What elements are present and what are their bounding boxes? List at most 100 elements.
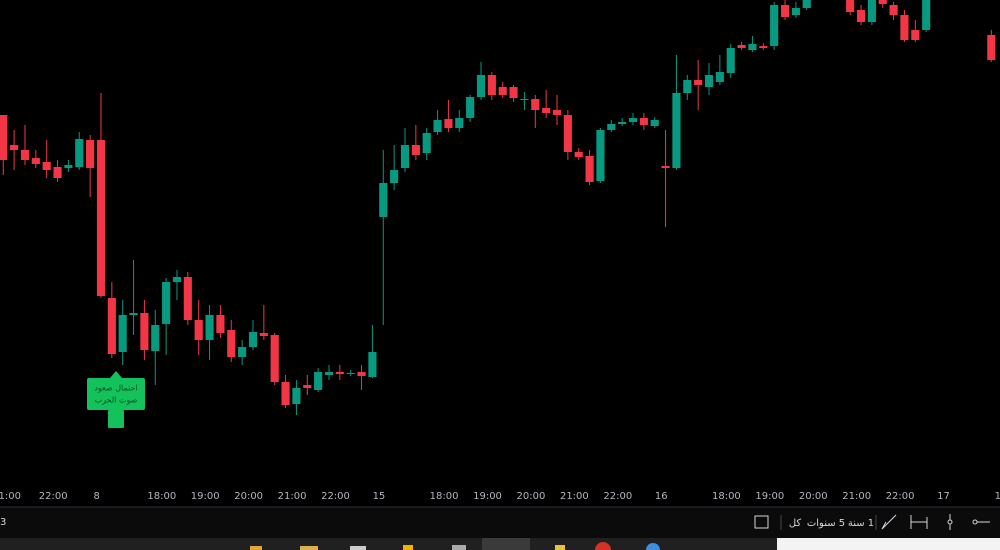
candle-body xyxy=(129,313,138,315)
candle-body xyxy=(314,372,323,390)
candle-body xyxy=(270,335,279,382)
candle-body xyxy=(0,115,8,160)
x-tick-label: 19:00 xyxy=(191,491,220,502)
taskbar-icon[interactable] xyxy=(250,546,262,550)
tool-icon[interactable] xyxy=(972,519,978,525)
candle-body xyxy=(639,118,648,125)
candle-body xyxy=(292,388,301,404)
taskbar-icon[interactable] xyxy=(646,543,660,550)
candle-body xyxy=(867,0,876,22)
candle-body xyxy=(889,5,898,15)
candle-body xyxy=(151,325,160,351)
candle-body xyxy=(248,332,258,347)
candle-body xyxy=(770,5,779,46)
x-tick-label: 18:00 xyxy=(430,491,459,502)
taskbar-icon[interactable] xyxy=(595,542,611,550)
candle-body xyxy=(791,8,800,15)
bottom-toolbar: 3 كل 5 سنوات 1 سنة xyxy=(0,506,1000,538)
x-tick-label: 20:00 xyxy=(517,491,546,502)
x-tick-label: 16 xyxy=(655,491,668,502)
candle-body xyxy=(802,0,811,8)
candle-body xyxy=(759,46,768,48)
tool-icon[interactable] xyxy=(881,514,897,530)
candle-body xyxy=(368,352,377,377)
tool-icon[interactable] xyxy=(947,519,953,525)
candle-body xyxy=(542,108,551,113)
candle-body xyxy=(259,333,268,336)
x-tick-label: 22:00 xyxy=(886,491,915,502)
candle-body xyxy=(303,385,312,388)
x-tick-label: 19:00 xyxy=(473,491,502,502)
candle-body xyxy=(205,315,214,340)
tool-icon[interactable] xyxy=(910,515,928,529)
candle-body xyxy=(281,382,290,405)
candle-body xyxy=(433,120,442,132)
candle-body xyxy=(563,115,572,152)
candle-body xyxy=(238,347,247,357)
candle-body xyxy=(118,315,127,352)
candle-body xyxy=(357,372,366,376)
taskbar-active[interactable] xyxy=(482,538,530,550)
x-tick-label: 21:00 xyxy=(278,491,307,502)
time-axis: 1:00 22:00 8 18:00 19:00 20:00 21:00 22:00 15 18:… xyxy=(0,491,1000,502)
candle-body xyxy=(715,72,724,82)
candle-body xyxy=(650,120,659,126)
candle-body xyxy=(140,313,149,350)
candle-body xyxy=(107,298,116,354)
candles xyxy=(0,0,996,415)
candle-body xyxy=(704,75,714,87)
candle-body xyxy=(96,140,106,296)
taskbar-icon[interactable] xyxy=(350,546,366,550)
candle-body xyxy=(42,162,51,170)
candle-body xyxy=(498,87,507,95)
candle-body xyxy=(183,277,192,320)
candle-body xyxy=(574,152,583,157)
candle-body xyxy=(607,124,616,130)
x-tick-label: 19:00 xyxy=(755,491,784,502)
candle-body xyxy=(618,122,627,124)
candle-body xyxy=(531,99,540,110)
candle-body xyxy=(737,45,746,48)
taskbar-icon[interactable] xyxy=(403,545,413,550)
candle-body xyxy=(400,145,410,168)
annotation-bubble xyxy=(87,378,145,410)
candle-body xyxy=(335,372,344,374)
candle-body xyxy=(10,145,19,150)
candle-body xyxy=(162,282,171,324)
candle-body xyxy=(411,145,420,155)
taskbar-icon[interactable] xyxy=(300,546,318,550)
range-button[interactable]: 1 سنة xyxy=(848,518,874,529)
candle-body xyxy=(64,165,73,168)
candle-body xyxy=(487,75,496,95)
date-range-icon[interactable] xyxy=(754,515,769,529)
taskbar-tray xyxy=(777,538,1000,550)
x-tick-label: 1:00 xyxy=(0,491,21,502)
candle-body xyxy=(628,118,638,122)
candle-body xyxy=(856,10,866,22)
candle-body xyxy=(694,80,703,85)
candle-body xyxy=(922,0,931,30)
range-button[interactable]: كل xyxy=(789,518,802,529)
candle-body xyxy=(585,156,594,182)
annotation-tag xyxy=(108,410,124,428)
taskbar-icon[interactable] xyxy=(452,545,466,550)
x-tick-label: 8 xyxy=(93,491,99,502)
candle-body xyxy=(846,0,855,12)
candle-body xyxy=(53,167,62,178)
toolbar-label: 3 xyxy=(0,517,6,528)
annotation-pointer xyxy=(110,371,122,378)
x-tick-label: 20:00 xyxy=(799,491,828,502)
taskbar-icon[interactable] xyxy=(555,545,565,550)
candle-body xyxy=(346,373,355,374)
candle-body xyxy=(227,330,236,357)
candle-body xyxy=(748,44,757,50)
candle-body xyxy=(596,130,605,181)
candle-body xyxy=(422,133,431,153)
candle-body xyxy=(672,93,681,168)
annotation: احتمال صعود صوت الحرب xyxy=(87,371,145,428)
candle-body xyxy=(466,97,475,118)
range-button[interactable]: 5 سنوات xyxy=(807,518,845,529)
toolbar-bg xyxy=(0,507,1000,538)
x-tick-label: 1 xyxy=(995,491,1000,502)
x-tick-label: 22:00 xyxy=(603,491,632,502)
